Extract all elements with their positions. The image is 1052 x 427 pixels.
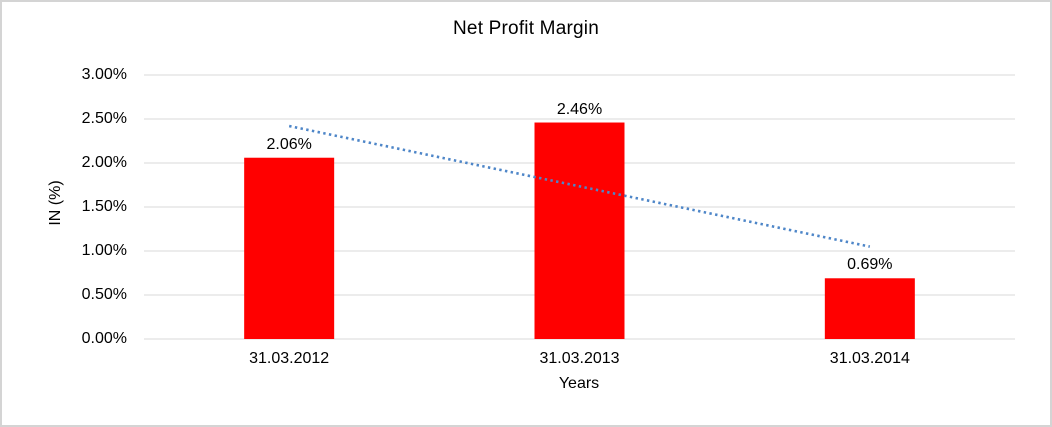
x-tick-label: 31.03.2013	[539, 350, 620, 367]
bar	[534, 122, 625, 340]
x-axis-title: Years	[558, 375, 600, 392]
bar-data-label: 2.06%	[266, 135, 312, 153]
chart-title: Net Profit Margin	[453, 18, 599, 39]
x-tick-label: 31.03.2012	[249, 350, 330, 367]
y-tick-label: 2.50%	[81, 110, 127, 127]
x-tick-label: 31.03.2014	[829, 350, 910, 367]
y-tick-label: 1.50%	[81, 198, 127, 215]
y-tick-label: 0.50%	[81, 286, 127, 303]
y-tick-label: 2.00%	[81, 154, 127, 171]
bar-data-label: 0.69%	[847, 256, 893, 274]
bar-data-label: 2.46%	[556, 100, 603, 118]
bar	[824, 278, 915, 339]
y-tick-label: 1.00%	[81, 242, 127, 259]
y-tick-label: 3.00%	[81, 66, 127, 83]
trendline	[288, 124, 871, 248]
bar	[244, 157, 335, 339]
y-tick-label: 0.00%	[81, 330, 127, 347]
